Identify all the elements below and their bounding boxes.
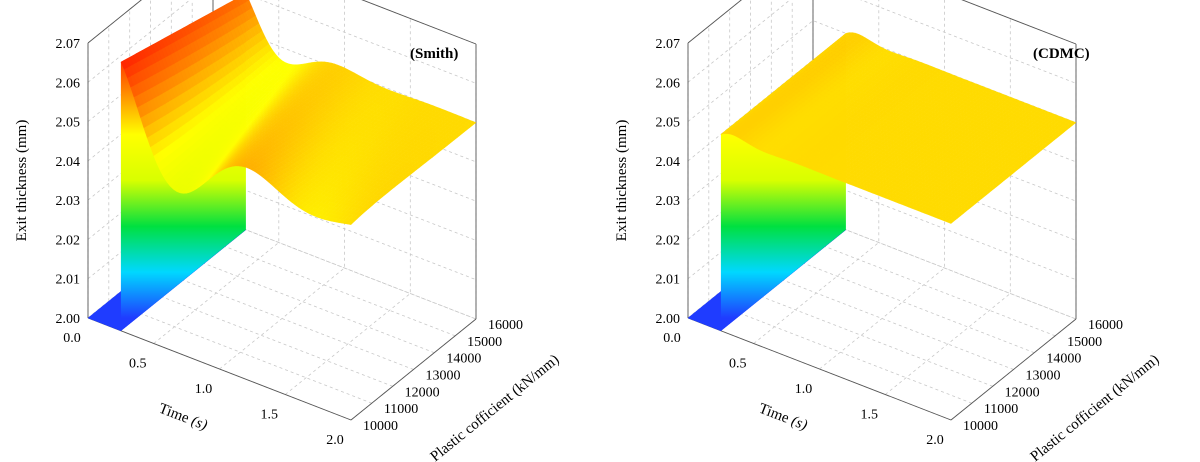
z-tick-label: 2.01 [656,273,681,288]
cdmc-panel-label: (CDMC) [1033,46,1090,62]
z-tick-label: 2.01 [56,273,81,288]
x-tick-label: 2.0 [326,433,344,448]
x-tick-label: 0.0 [63,331,81,346]
x-tick-label: 0.0 [663,331,681,346]
smith-surface-chart: 2.00 2.01 2.02 2.03 2.04 2.05 2.06 2.07 0.0 0.5 1.… [14,0,562,462]
z-tick-label: 2.07 [56,37,81,52]
x-tick-label: 2.0 [926,433,944,448]
x-axis-title: Time (s) [156,401,209,434]
y-tick-label: 16000 [1088,318,1123,333]
tick-labels: 2.00 2.01 2.02 2.03 2.04 2.05 2.06 2.07 0.0 0.5 1.… [656,37,1124,448]
y-tick-label: 12000 [1005,385,1040,400]
x-tick-label: 1.0 [795,382,813,397]
z-axis-title: Exit thickness (mm) [14,120,30,242]
y-tick-label: 15000 [1067,335,1102,350]
y-tick-label: 12000 [405,385,440,400]
x-tick-label: 0.5 [129,357,147,372]
x-tick-label: 1.5 [861,408,879,423]
z-axis-title: Exit thickness (mm) [614,120,630,242]
y-tick-label: 10000 [963,419,998,434]
x-axis-title: Time (s) [756,401,809,434]
z-tick-label: 2.02 [56,233,81,248]
z-tick-label: 2.02 [656,233,681,248]
z-tick-label: 2.06 [56,76,81,91]
z-tick-label: 2.00 [656,312,681,327]
y-tick-label: 15000 [467,335,502,350]
y-tick-label: 11000 [384,402,418,417]
y-tick-label: 10000 [363,419,398,434]
z-tick-label: 2.04 [56,155,81,170]
tick-labels: 2.00 2.01 2.02 2.03 2.04 2.05 2.06 2.07 0.0 0.5 1.… [56,37,524,448]
z-tick-label: 2.07 [656,37,681,52]
x-tick-label: 0.5 [729,357,747,372]
y-tick-label: 14000 [446,352,481,367]
x-tick-label: 1.0 [195,382,213,397]
y-tick-label: 13000 [426,369,461,384]
z-tick-label: 2.00 [56,312,81,327]
surface [87,0,477,332]
y-tick-label: 11000 [984,402,1018,417]
z-tick-label: 2.06 [656,76,681,91]
y-tick-label: 14000 [1046,352,1081,367]
cdmc-surface-chart: 2.00 2.01 2.02 2.03 2.04 2.05 2.06 2.07 0.0 0.5 1.… [614,0,1162,462]
x-tick-label: 1.5 [261,408,279,423]
z-tick-label: 2.04 [656,155,681,170]
smith-panel-label: (Smith) [410,46,458,62]
z-tick-label: 2.05 [56,116,81,131]
surface [687,32,1077,332]
y-tick-label: 13000 [1026,369,1061,384]
z-tick-label: 2.05 [656,116,681,131]
z-tick-label: 2.03 [56,194,81,209]
y-tick-label: 16000 [488,318,523,333]
z-tick-label: 2.03 [656,194,681,209]
